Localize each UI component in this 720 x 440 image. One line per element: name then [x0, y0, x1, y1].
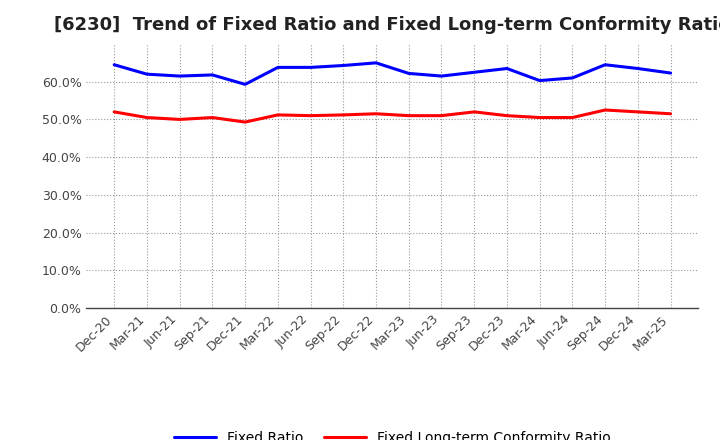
Fixed Long-term Conformity Ratio: [536, 115, 544, 120]
Title: [6230]  Trend of Fixed Ratio and Fixed Long-term Conformity Ratio: [6230] Trend of Fixed Ratio and Fixed Lo…: [54, 16, 720, 34]
Legend: Fixed Ratio, Fixed Long-term Conformity Ratio: Fixed Ratio, Fixed Long-term Conformity …: [168, 426, 616, 440]
Fixed Long-term Conformity Ratio: [437, 113, 446, 118]
Fixed Ratio: [339, 63, 348, 68]
Fixed Ratio: [405, 71, 413, 76]
Fixed Ratio: [372, 60, 380, 66]
Line: Fixed Ratio: Fixed Ratio: [114, 63, 670, 84]
Fixed Long-term Conformity Ratio: [339, 112, 348, 117]
Fixed Long-term Conformity Ratio: [208, 115, 217, 120]
Line: Fixed Long-term Conformity Ratio: Fixed Long-term Conformity Ratio: [114, 110, 670, 122]
Fixed Ratio: [208, 72, 217, 77]
Fixed Ratio: [306, 65, 315, 70]
Fixed Ratio: [240, 82, 249, 87]
Fixed Ratio: [143, 72, 151, 77]
Fixed Ratio: [600, 62, 609, 67]
Fixed Long-term Conformity Ratio: [600, 107, 609, 113]
Fixed Ratio: [536, 78, 544, 83]
Fixed Ratio: [568, 75, 577, 81]
Fixed Long-term Conformity Ratio: [503, 113, 511, 118]
Fixed Long-term Conformity Ratio: [143, 115, 151, 120]
Fixed Ratio: [470, 70, 479, 75]
Fixed Long-term Conformity Ratio: [274, 112, 282, 117]
Fixed Long-term Conformity Ratio: [372, 111, 380, 117]
Fixed Long-term Conformity Ratio: [470, 109, 479, 114]
Fixed Ratio: [503, 66, 511, 71]
Fixed Long-term Conformity Ratio: [666, 111, 675, 117]
Fixed Ratio: [666, 70, 675, 76]
Fixed Long-term Conformity Ratio: [568, 115, 577, 120]
Fixed Ratio: [176, 73, 184, 79]
Fixed Long-term Conformity Ratio: [240, 119, 249, 125]
Fixed Long-term Conformity Ratio: [634, 109, 642, 114]
Fixed Long-term Conformity Ratio: [110, 109, 119, 114]
Fixed Ratio: [634, 66, 642, 71]
Fixed Long-term Conformity Ratio: [405, 113, 413, 118]
Fixed Long-term Conformity Ratio: [176, 117, 184, 122]
Fixed Ratio: [110, 62, 119, 67]
Fixed Long-term Conformity Ratio: [306, 113, 315, 118]
Fixed Ratio: [274, 65, 282, 70]
Fixed Ratio: [437, 73, 446, 79]
